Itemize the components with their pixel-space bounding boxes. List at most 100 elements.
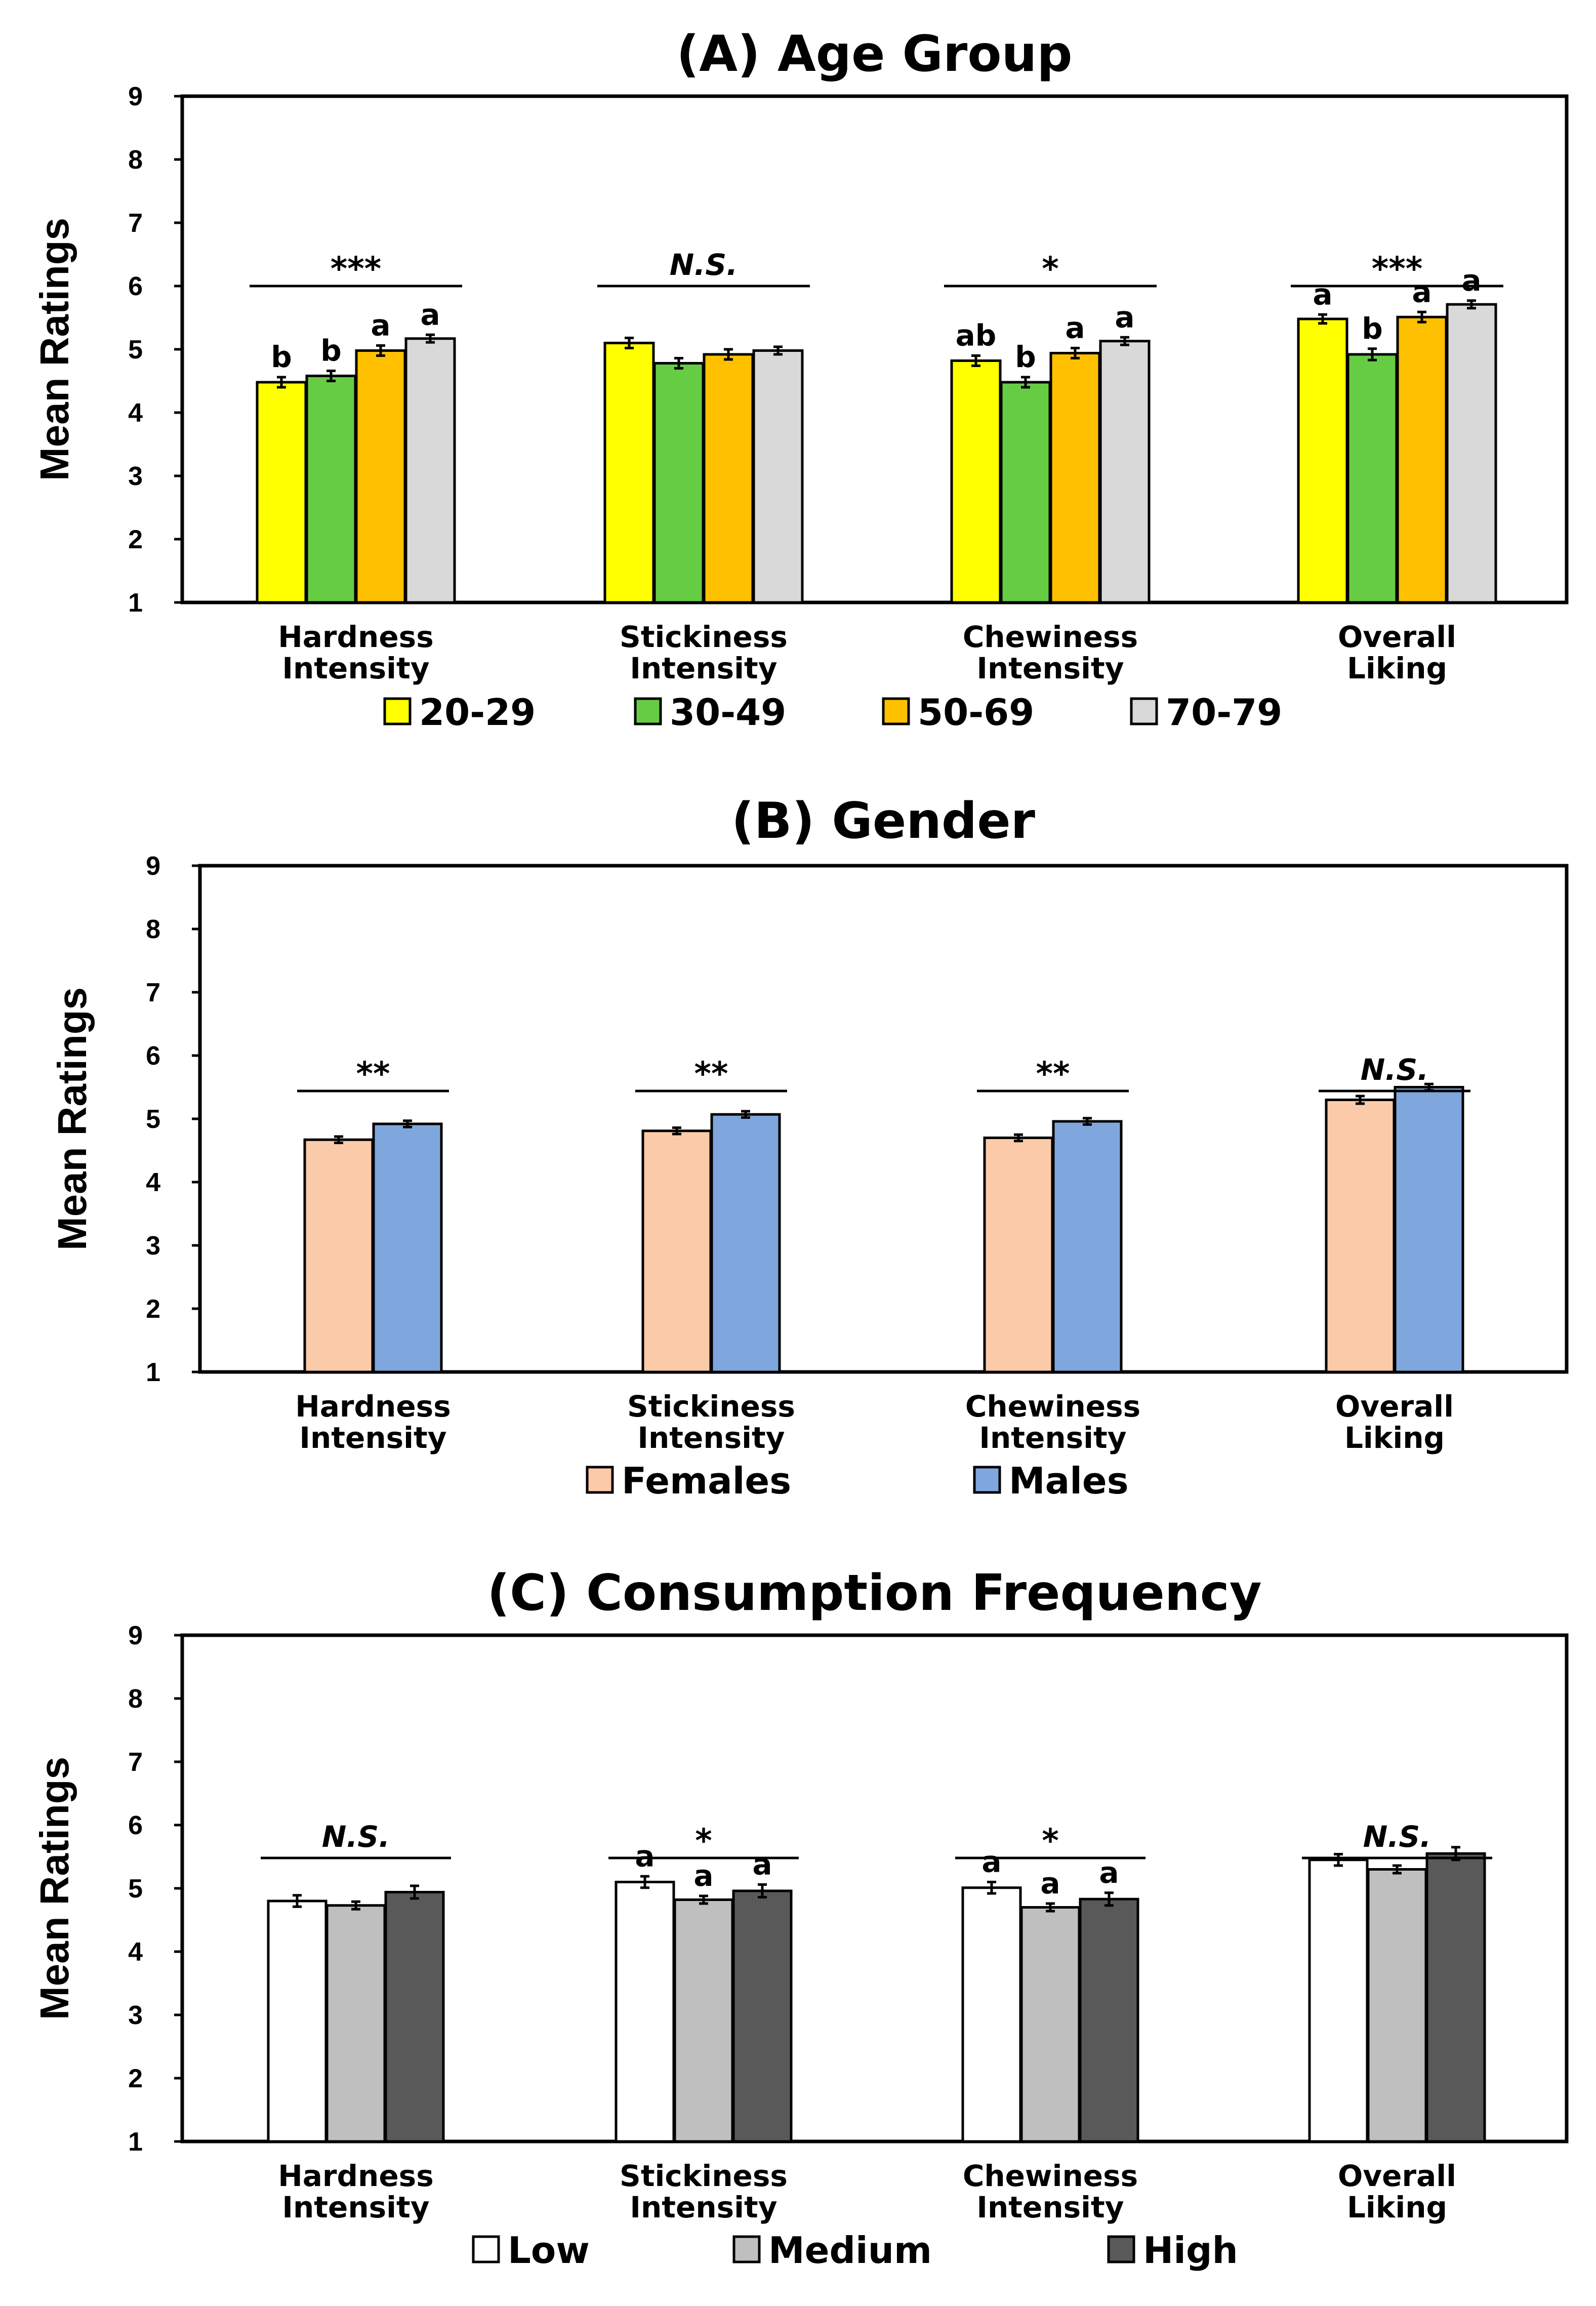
bar-70-79-3 bbox=[1446, 303, 1497, 604]
category-label-line2: Intensity bbox=[976, 2190, 1124, 2224]
y-tick-label: 7 bbox=[146, 978, 160, 1007]
category-label-line2: Intensity bbox=[299, 1421, 446, 1455]
significance-letter: a bbox=[371, 308, 390, 343]
bar-Medium-1 bbox=[673, 1898, 734, 2143]
bar-Low-2 bbox=[961, 1886, 1022, 2143]
bar-High-3 bbox=[1425, 1852, 1486, 2143]
bar-30-49-0 bbox=[305, 375, 357, 604]
category-label-line1: Hardness bbox=[278, 620, 433, 654]
category-label-line2: Liking bbox=[1344, 1421, 1445, 1455]
category-label-line1: Stickiness bbox=[620, 620, 788, 654]
bar-20-29-0 bbox=[256, 381, 307, 604]
y-tick-label: 6 bbox=[128, 272, 143, 301]
bar-70-79-0 bbox=[404, 337, 456, 604]
category-label-line1: Stickiness bbox=[620, 2159, 788, 2193]
chart-panel-3: (C) Consumption Frequency 1 2 3 4 5 6 7 8 9 Mean R… bbox=[32, 1564, 1569, 2272]
bar-30-49-3 bbox=[1346, 353, 1398, 604]
y-tick-label: 2 bbox=[128, 525, 143, 554]
significance-letter: a bbox=[1115, 300, 1134, 334]
bar-Females-1 bbox=[641, 1129, 712, 1373]
significance-letter: a bbox=[635, 1839, 654, 1873]
y-tick-label: 1 bbox=[128, 588, 143, 618]
bar-Males-2 bbox=[1052, 1120, 1123, 1373]
significance-letter: a bbox=[1040, 1866, 1060, 1900]
y-tick-label: 7 bbox=[128, 209, 143, 238]
category-label-line1: Hardness bbox=[295, 1389, 451, 1424]
bar-Females-2 bbox=[983, 1137, 1054, 1373]
legend-label: 50-69 bbox=[918, 691, 1034, 734]
legend-label: Females bbox=[622, 1460, 791, 1502]
category-label-line2: Liking bbox=[1347, 651, 1447, 685]
significance-letter: a bbox=[1313, 277, 1332, 311]
bar-Females-0 bbox=[303, 1138, 374, 1373]
bar-30-49-2 bbox=[1000, 381, 1051, 604]
legend-label: High bbox=[1143, 2229, 1238, 2272]
significance-marker: N.S. bbox=[1361, 1053, 1428, 1087]
y-tick-label: 9 bbox=[128, 82, 143, 111]
y-tick-label: 4 bbox=[128, 1937, 143, 1967]
y-tick-label: 8 bbox=[128, 1684, 143, 1714]
significance-marker: ** bbox=[694, 1056, 728, 1093]
legend-swatch bbox=[882, 697, 910, 725]
y-axis-label: Mean Ratings bbox=[50, 987, 95, 1250]
chart-title: (B) Gender bbox=[731, 792, 1036, 850]
y-tick-label: 1 bbox=[128, 2127, 143, 2157]
category-label-line2: Intensity bbox=[630, 2190, 777, 2224]
legend-swatch bbox=[1130, 697, 1158, 725]
legend-swatch bbox=[383, 697, 412, 725]
category-label-line1: Chewiness bbox=[963, 2159, 1138, 2193]
bar-Medium-3 bbox=[1367, 1868, 1427, 2143]
significance-marker: ** bbox=[1036, 1056, 1070, 1093]
significance-marker: * bbox=[1042, 251, 1058, 288]
bar-High-0 bbox=[384, 1891, 445, 2143]
chart-panel-2: (B) Gender 1 2 3 4 5 6 7 8 9 Mean Ratings ** Hardnes… bbox=[50, 792, 1569, 1502]
category-label-line1: Stickiness bbox=[627, 1389, 795, 1424]
legend-label: 70-79 bbox=[1166, 691, 1282, 734]
bar-Males-3 bbox=[1394, 1086, 1464, 1373]
y-tick-label: 5 bbox=[128, 1874, 143, 1904]
legend-label: 20-29 bbox=[419, 691, 536, 734]
significance-letter: a bbox=[1461, 263, 1481, 298]
y-axis-label: Mean Ratings bbox=[32, 1757, 77, 2020]
significance-letter: b bbox=[271, 340, 292, 374]
y-tick-label: 3 bbox=[146, 1231, 160, 1261]
y-tick-label: 8 bbox=[146, 915, 160, 944]
y-tick-label: 9 bbox=[146, 852, 160, 881]
bar-High-1 bbox=[732, 1889, 793, 2143]
significance-letter: a bbox=[752, 1847, 772, 1882]
y-tick-label: 4 bbox=[128, 398, 143, 428]
bar-50-69-3 bbox=[1396, 315, 1448, 604]
legend-swatch bbox=[472, 2235, 500, 2263]
bar-Low-0 bbox=[267, 1899, 328, 2143]
y-tick-label: 8 bbox=[128, 145, 143, 175]
y-tick-label: 3 bbox=[128, 462, 143, 491]
significance-letter: ab bbox=[956, 318, 997, 353]
significance-letter: a bbox=[420, 297, 440, 332]
legend-label: 30-49 bbox=[670, 691, 786, 734]
bar-20-29-2 bbox=[950, 359, 1002, 604]
significance-marker: * bbox=[695, 1823, 712, 1860]
legend-label: Males bbox=[1009, 1460, 1129, 1502]
legend-swatch bbox=[1107, 2235, 1135, 2263]
chart-title: (C) Consumption Frequency bbox=[487, 1564, 1261, 1622]
category-label-line1: Chewiness bbox=[965, 1389, 1140, 1424]
significance-letter: b bbox=[1362, 311, 1383, 346]
bar-Low-1 bbox=[615, 1881, 675, 2143]
significance-marker: * bbox=[1042, 1823, 1058, 1860]
bar-Males-1 bbox=[710, 1113, 781, 1373]
legend-swatch bbox=[973, 1466, 1001, 1494]
bar-Medium-2 bbox=[1020, 1906, 1081, 2143]
significance-marker: N.S. bbox=[1363, 1819, 1431, 1854]
category-label-line2: Intensity bbox=[282, 2190, 429, 2224]
significance-letter: a bbox=[981, 1845, 1001, 1879]
significance-marker: ** bbox=[356, 1056, 390, 1093]
legend-label: Low bbox=[508, 2229, 590, 2272]
bar-70-79-1 bbox=[752, 349, 804, 604]
significance-letter: a bbox=[1412, 274, 1431, 309]
y-tick-label: 6 bbox=[146, 1041, 160, 1071]
y-axis-label: Mean Ratings bbox=[32, 218, 77, 481]
y-tick-label: 5 bbox=[128, 335, 143, 365]
y-tick-label: 7 bbox=[128, 1748, 143, 1777]
bar-High-2 bbox=[1079, 1897, 1139, 2143]
bar-50-69-2 bbox=[1049, 352, 1101, 604]
